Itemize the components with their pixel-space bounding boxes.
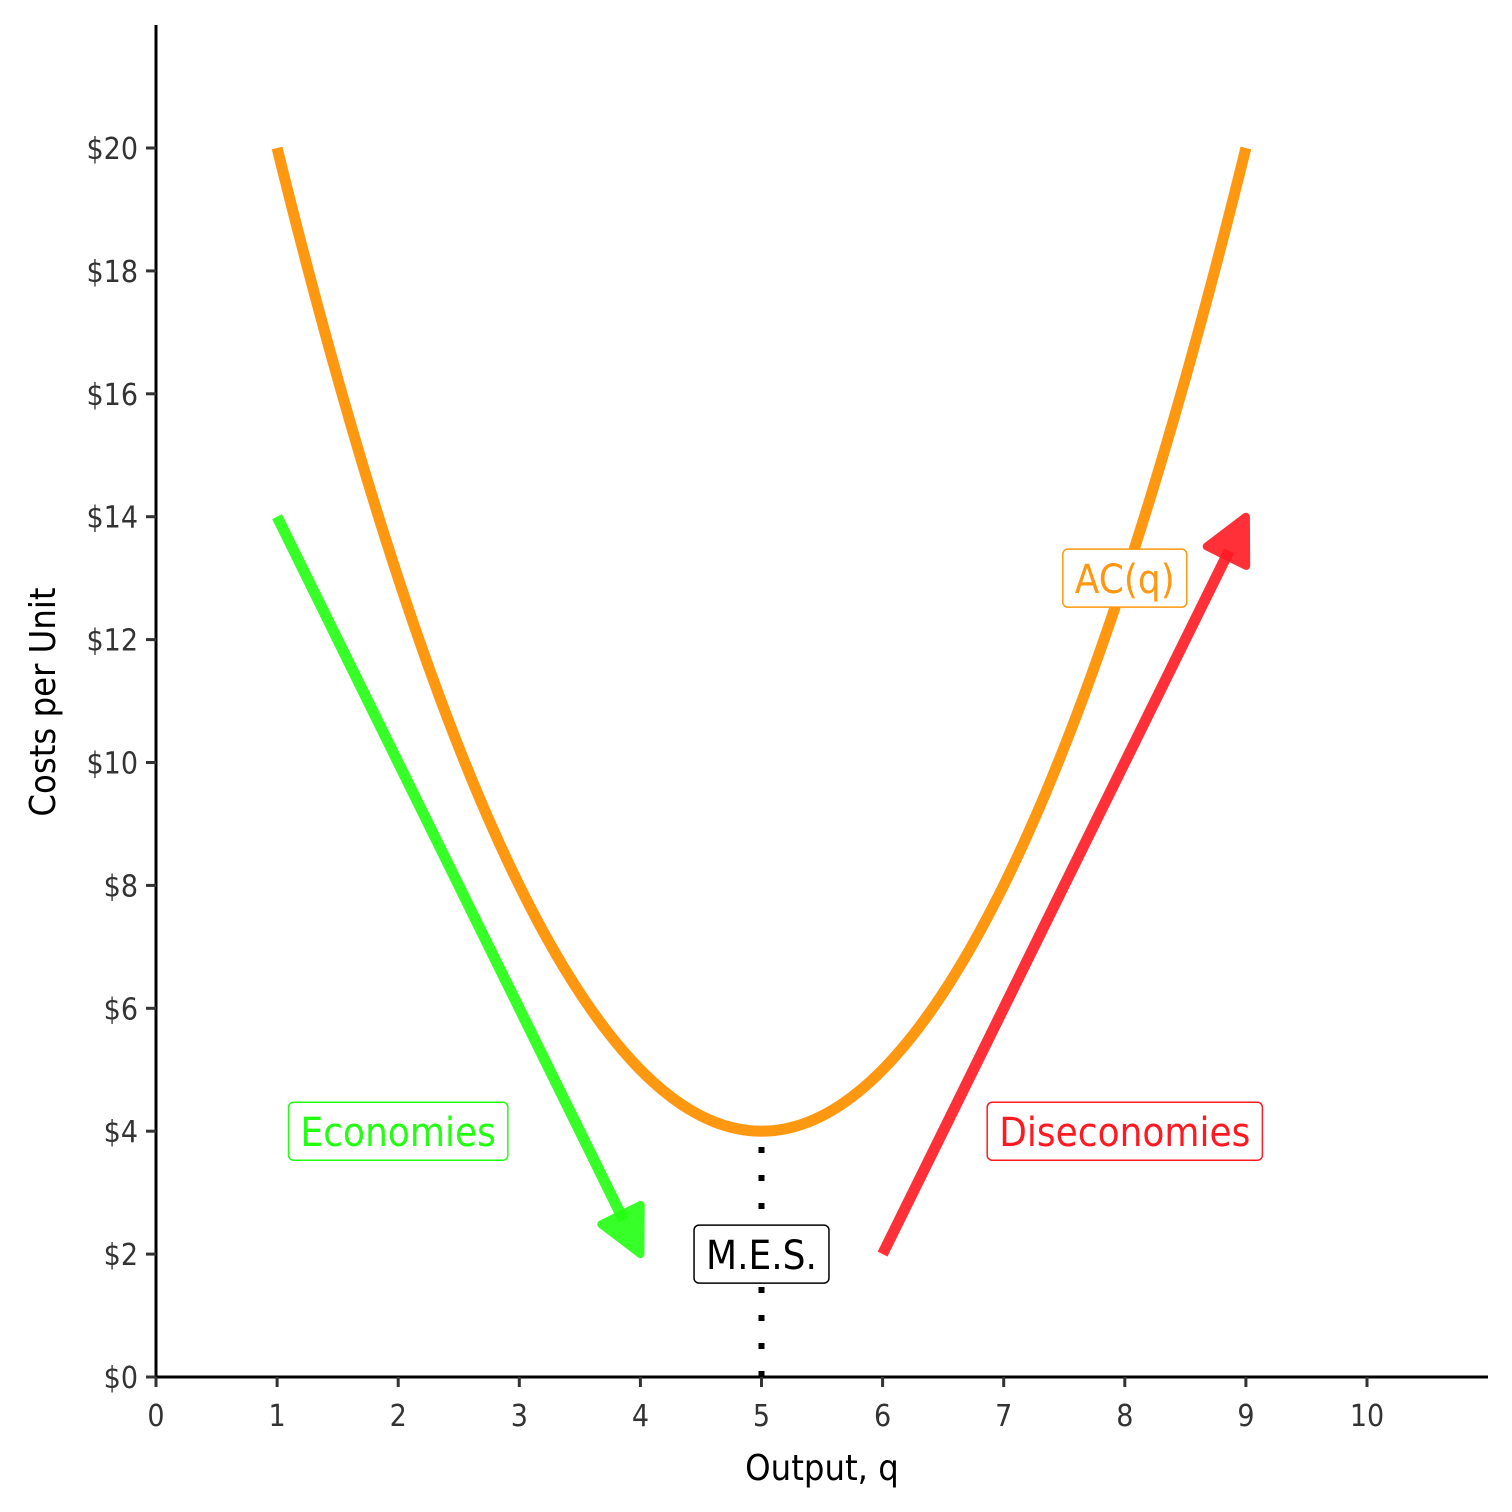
x-axis-title: Output, q — [745, 1448, 899, 1489]
economies-label-text: Economies — [301, 1110, 496, 1156]
economies-label-box — [287, 1101, 509, 1161]
annotations: AC(q) Economies Diseconomies M.E.S. — [287, 548, 1264, 1284]
y-tick-label: $20 — [86, 132, 138, 167]
y-tick-label: $2 — [104, 1238, 138, 1273]
x-tick-label: 2 — [390, 1399, 407, 1434]
y-axis-title: Costs per Unit — [23, 587, 64, 816]
diseconomies-label-box — [986, 1101, 1264, 1161]
axes: 0 1 2 3 4 5 6 7 8 9 10 $0 $2 $4 $6 $8 $10 $12 $14 $16 $18 $20 — [86, 25, 1488, 1434]
x-tick-label: 0 — [147, 1399, 164, 1434]
x-tick-label: 6 — [874, 1399, 891, 1434]
y-tick-label: $18 — [86, 255, 138, 290]
diseconomies-label: Diseconomies — [986, 1101, 1264, 1161]
x-tick-label: 1 — [269, 1399, 286, 1434]
y-tick-label: $14 — [86, 501, 138, 536]
plot-area — [271, 146, 1252, 1377]
y-tick-label: $10 — [86, 747, 138, 782]
x-tick-label: 8 — [1116, 1399, 1133, 1434]
y-tick-label: $8 — [104, 869, 138, 904]
series-line-ac — [271, 146, 1252, 1137]
diseconomies-arrow-shaft — [877, 548, 1235, 1257]
ac-label-box — [1062, 548, 1188, 608]
x-tick-label: 7 — [995, 1399, 1012, 1434]
diseconomies-arrow — [877, 512, 1251, 1257]
mes-label-box — [693, 1224, 830, 1284]
ac-label-text: AC(q) — [1075, 557, 1175, 603]
x-tick-label: 3 — [511, 1399, 528, 1434]
y-tick-label: $0 — [104, 1361, 138, 1396]
diseconomies-label-text: Diseconomies — [999, 1110, 1250, 1156]
economies-arrow-shaft — [272, 514, 629, 1223]
ac-label: AC(q) — [1062, 548, 1188, 608]
y-tick-label: $6 — [104, 992, 138, 1027]
x-tick-label: 9 — [1237, 1399, 1254, 1434]
y-tick-label: $12 — [86, 624, 138, 659]
y-tick-label: $4 — [104, 1115, 138, 1150]
mes-label-text: M.E.S. — [706, 1233, 817, 1279]
x-tick-label: 10 — [1350, 1399, 1384, 1434]
economies-arrow — [272, 514, 645, 1259]
diseconomies-arrow-head — [1202, 512, 1251, 570]
x-tick-label: 4 — [632, 1399, 649, 1434]
x-tick-label: 5 — [753, 1399, 770, 1434]
mes-label: M.E.S. — [693, 1224, 830, 1284]
economies-label: Economies — [287, 1101, 509, 1161]
economies-arrow-head — [597, 1200, 645, 1259]
y-tick-label: $16 — [86, 378, 138, 413]
